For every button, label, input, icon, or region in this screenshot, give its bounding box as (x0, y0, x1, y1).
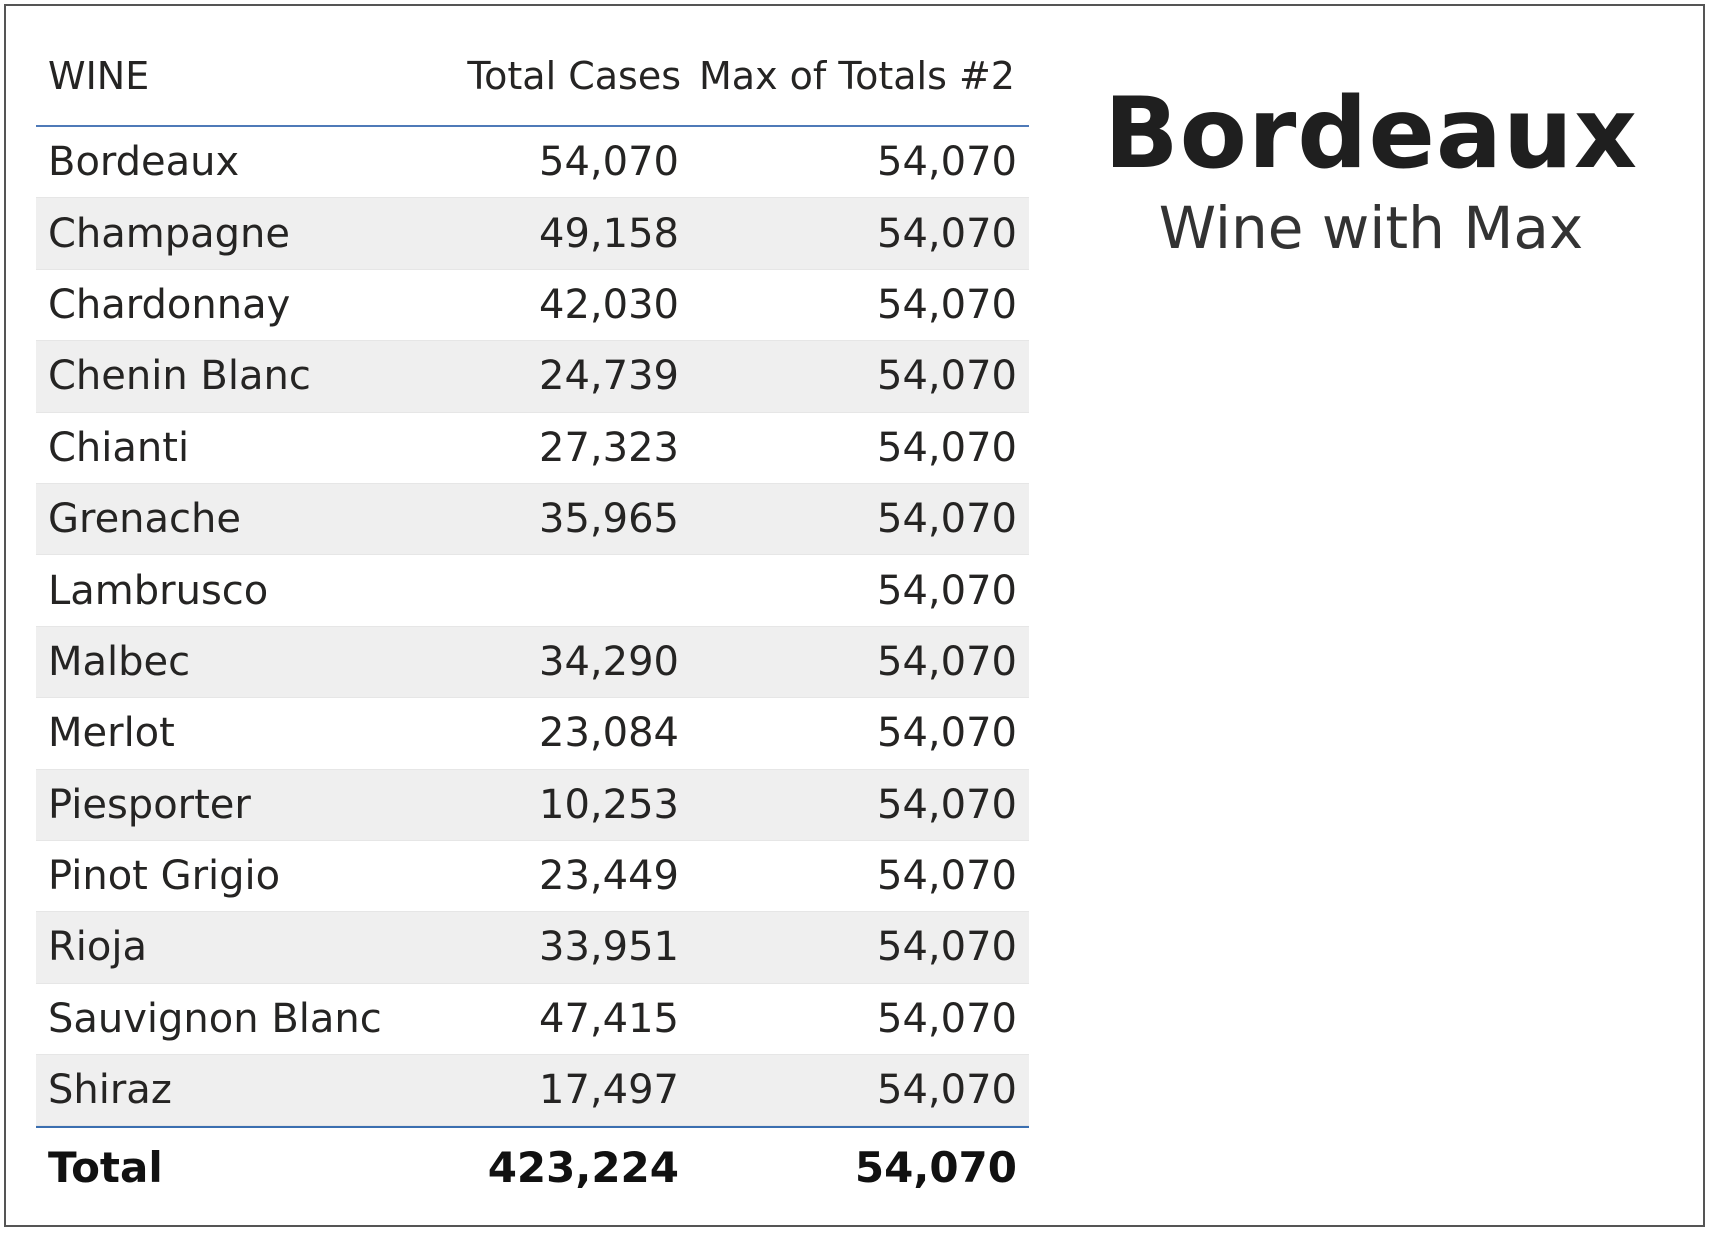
cell-total-cases: 23,084 (539, 710, 679, 757)
cell-max-of-totals: 54,070 (877, 210, 1017, 257)
cell-total-cases: 35,965 (539, 496, 679, 543)
card-label: Wine with Max (1158, 193, 1584, 262)
cell-wine: Piesporter (48, 781, 251, 828)
cell-wine: Shiraz (48, 1067, 172, 1114)
cell-total-cases: 24,739 (539, 353, 679, 400)
cell-wine: Grenache (48, 496, 241, 543)
table-row[interactable]: Malbec 34,290 54,070 (36, 626, 1029, 699)
cell-total-cases: 27,323 (539, 424, 679, 471)
table-row[interactable]: Chianti 27,323 54,070 (36, 413, 1029, 484)
cell-max-of-totals: 54,070 (877, 638, 1017, 685)
cell-wine: Chardonnay (48, 281, 291, 328)
table-row[interactable]: Merlot 23,084 54,070 (36, 698, 1029, 770)
cell-max-of-totals: 54,070 (877, 995, 1017, 1042)
total-max-value: 54,070 (854, 1142, 1017, 1192)
table-row[interactable]: Lambrusco 54,070 (36, 555, 1029, 627)
table-row[interactable]: Piesporter 10,253 54,070 (36, 769, 1029, 841)
cell-max-of-totals: 54,070 (877, 924, 1017, 971)
table-row[interactable]: Champagne 49,158 54,070 (36, 198, 1029, 270)
cell-wine: Rioja (48, 924, 148, 971)
cell-max-of-totals: 54,070 (877, 1067, 1017, 1114)
cell-max-of-totals: 54,070 (877, 353, 1017, 400)
cell-max-of-totals: 54,070 (877, 567, 1017, 614)
cell-max-of-totals: 54,070 (877, 781, 1017, 828)
table-total-row: Total 423,224 54,070 (36, 1126, 1029, 1206)
cell-total-cases: 34,290 (539, 638, 679, 685)
column-header-wine[interactable]: WINE (48, 53, 150, 98)
table-row[interactable]: Grenache 35,965 54,070 (36, 483, 1029, 556)
cell-wine: Bordeaux (48, 139, 240, 186)
card-value: Bordeaux (1103, 77, 1639, 191)
cell-total-cases: 10,253 (539, 781, 679, 828)
wine-table[interactable]: WINE Total Cases Max of Totals #2 Bordea… (36, 26, 1029, 1206)
cell-wine: Pinot Grigio (48, 853, 281, 900)
cell-total-cases: 23,449 (539, 853, 679, 900)
cell-total-cases: 54,070 (539, 139, 679, 186)
cell-wine: Merlot (48, 710, 175, 757)
column-header-total-cases[interactable]: Total Cases (467, 53, 681, 98)
cell-max-of-totals: 54,070 (877, 710, 1017, 757)
cell-wine: Chenin Blanc (48, 353, 311, 400)
cell-wine: Sauvignon Blanc (48, 995, 382, 1042)
total-label: Total (48, 1142, 163, 1192)
total-cases-value: 423,224 (487, 1142, 679, 1192)
cell-wine: Chianti (48, 424, 190, 471)
cell-total-cases: 47,415 (539, 995, 679, 1042)
table-header-row: WINE Total Cases Max of Totals #2 (36, 26, 1029, 127)
cell-max-of-totals: 54,070 (877, 139, 1017, 186)
cell-total-cases: 17,497 (539, 1067, 679, 1114)
table-row[interactable]: Sauvignon Blanc 47,415 54,070 (36, 984, 1029, 1056)
table-row[interactable]: Chenin Blanc 24,739 54,070 (36, 341, 1029, 413)
cell-max-of-totals: 54,070 (877, 496, 1017, 543)
table-row[interactable]: Pinot Grigio 23,449 54,070 (36, 841, 1029, 913)
wine-with-max-card[interactable]: Bordeaux Wine with Max (1076, 76, 1666, 263)
report-canvas: WINE Total Cases Max of Totals #2 Bordea… (4, 4, 1705, 1227)
cell-total-cases: 42,030 (539, 281, 679, 328)
cell-max-of-totals: 54,070 (877, 853, 1017, 900)
cell-total-cases: 49,158 (539, 210, 679, 257)
table-row[interactable]: Rioja 33,951 54,070 (36, 912, 1029, 984)
cell-max-of-totals: 54,070 (877, 281, 1017, 328)
cell-total-cases: 33,951 (539, 924, 679, 971)
cell-wine: Malbec (48, 638, 191, 685)
table-body: Bordeaux 54,070 54,070 Champagne 49,158 54,07… (36, 127, 1029, 1127)
cell-wine: Lambrusco (48, 567, 269, 614)
cell-max-of-totals: 54,070 (877, 424, 1017, 471)
table-row[interactable]: Shiraz 17,497 54,070 (36, 1055, 1029, 1127)
table-row[interactable]: Bordeaux 54,070 54,070 (36, 127, 1029, 199)
cell-wine: Champagne (48, 210, 291, 257)
table-row[interactable]: Chardonnay 42,030 54,070 (36, 270, 1029, 342)
column-header-max-of-totals[interactable]: Max of Totals #2 (699, 53, 1015, 98)
